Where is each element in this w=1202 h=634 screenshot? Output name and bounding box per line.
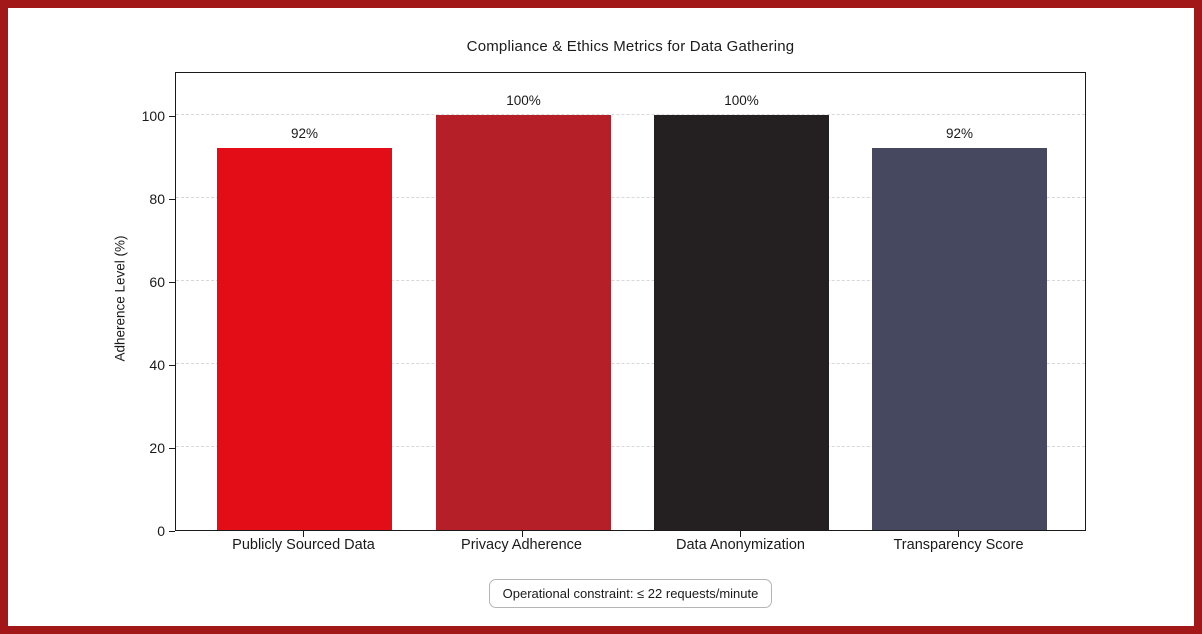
- y-tick-label-20: 20: [149, 440, 165, 456]
- bar-value-label: 100%: [506, 93, 541, 108]
- y-tick-mark: [169, 531, 175, 532]
- annotation-row: Operational constraint: ≤ 22 requests/mi…: [175, 579, 1086, 608]
- gridline-80: [176, 197, 1085, 198]
- y-tick-mark: [169, 199, 175, 200]
- x-tick-label-data-anonymization: Data Anonymization: [676, 537, 805, 553]
- plot-area: 92% 100% 100% 92%: [175, 72, 1086, 531]
- bar-privacy-adherence: [436, 115, 611, 530]
- x-tick-mark: [958, 531, 959, 537]
- y-tick-label-0: 0: [157, 523, 165, 539]
- x-tick-mark: [303, 531, 304, 537]
- operational-constraint-annotation: Operational constraint: ≤ 22 requests/mi…: [488, 579, 773, 608]
- y-tick-label-60: 60: [149, 274, 165, 290]
- gridline-40: [176, 363, 1085, 364]
- chart-title: Compliance & Ethics Metrics for Data Gat…: [466, 38, 795, 55]
- y-tick-label-40: 40: [149, 357, 165, 373]
- bar-data-anonymization: [654, 115, 829, 530]
- x-tick-mark: [522, 531, 523, 537]
- bar-value-label: 92%: [945, 126, 974, 142]
- y-tick-label-80: 80: [149, 191, 165, 207]
- y-tick-mark: [169, 365, 175, 366]
- bar-transparency-score: [872, 148, 1047, 530]
- x-tick-label-privacy-adherence: Privacy Adherence: [461, 537, 582, 553]
- bar-value-label: 92%: [290, 126, 319, 142]
- y-tick-mark: [169, 282, 175, 283]
- y-tick-mark: [169, 116, 175, 117]
- gridline-20: [176, 446, 1085, 447]
- y-tick-mark: [169, 448, 175, 449]
- bar-value-label: 100%: [724, 93, 759, 108]
- y-tick-label-100: 100: [141, 108, 165, 124]
- x-tick-label-publicly-sourced-data: Publicly Sourced Data: [232, 537, 375, 553]
- bar-publicly-sourced-data: [217, 148, 392, 530]
- gridline-60: [176, 280, 1085, 281]
- x-tick-mark: [740, 531, 741, 537]
- x-tick-label-transparency-score: Transparency Score: [893, 537, 1024, 553]
- gridline-100: [176, 114, 1085, 115]
